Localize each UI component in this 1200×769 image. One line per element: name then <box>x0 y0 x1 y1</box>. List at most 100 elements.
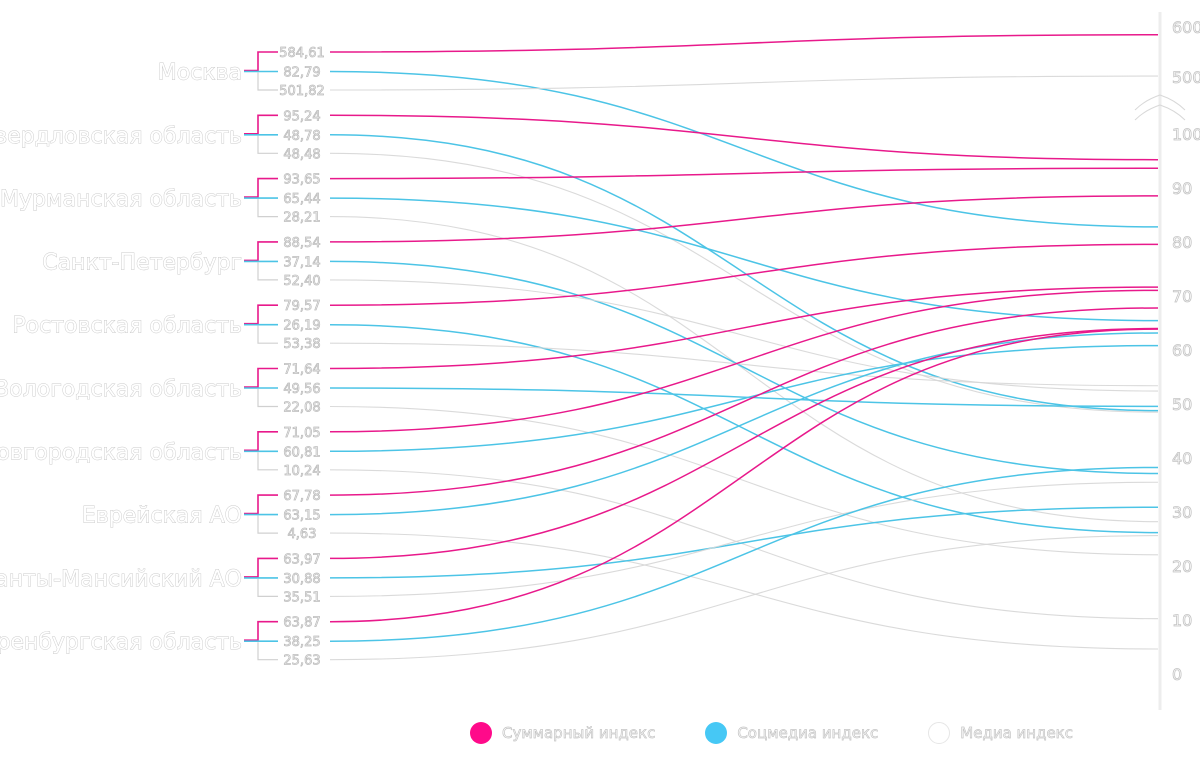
value-label: 25,63 <box>283 654 320 669</box>
value-label: 63,87 <box>283 616 320 631</box>
y-tick-label: 40 <box>1172 449 1192 468</box>
value-label: 22,08 <box>283 401 320 416</box>
bracket-total <box>244 431 278 452</box>
bracket-total <box>244 557 278 578</box>
line-social-0 <box>329 70 1159 228</box>
legend-dot-social-icon <box>705 722 728 744</box>
line-media-9 <box>329 535 1159 661</box>
y-tick-label: 60 <box>1172 341 1192 360</box>
line-media-2 <box>329 216 1159 523</box>
region-label: Новгородская область <box>0 440 242 465</box>
bracket-media <box>257 262 278 281</box>
line-total-8 <box>329 327 1159 560</box>
line-social-3 <box>329 260 1159 475</box>
bracket-total <box>244 620 278 641</box>
line-media-8 <box>329 481 1159 597</box>
line-total-6 <box>329 289 1159 433</box>
region-label: Ростовская область <box>12 314 242 339</box>
bracket-total <box>244 51 278 72</box>
line-media-1 <box>329 152 1159 413</box>
y-tick-label: 100 <box>1172 125 1200 144</box>
y-tick-label: 50 <box>1172 395 1192 414</box>
line-total-3 <box>329 195 1159 243</box>
legend-label: Медиа индекс <box>960 724 1073 743</box>
legend-dot-media-icon <box>928 722 951 744</box>
line-total-5 <box>329 286 1159 370</box>
bracket-media <box>257 199 278 218</box>
line-total-9 <box>329 328 1159 623</box>
value-label: 65,44 <box>283 192 320 207</box>
region-labels: Москва 584,61 82,79 501,82 Свердловская обла… <box>0 46 325 670</box>
legend-item-media[interactable]: Медиа индекс <box>928 722 1073 744</box>
bracket-total <box>244 177 278 198</box>
value-label: 63,97 <box>283 552 320 567</box>
bracket-total <box>244 304 278 325</box>
line-social-4 <box>329 323 1159 534</box>
region-label: Мурманская область <box>0 187 242 212</box>
region-label: Москва <box>158 61 242 86</box>
value-label: 26,19 <box>283 319 320 334</box>
line-social-6 <box>329 344 1159 453</box>
line-media-3 <box>329 279 1159 392</box>
axis-break-mark <box>1134 104 1186 121</box>
value-label: 67,78 <box>283 489 320 504</box>
value-label: 95,24 <box>283 109 320 124</box>
value-label: 48,78 <box>283 129 320 144</box>
legend-item-total[interactable]: Суммарный индекс <box>470 722 656 744</box>
line-total-4 <box>329 243 1159 306</box>
bracket-total <box>244 241 278 262</box>
y-tick-label: 90 <box>1172 179 1192 198</box>
legend-label: Соцмедиа индекс <box>737 724 879 743</box>
line-media-4 <box>329 342 1159 387</box>
legend-dot-total-icon <box>470 722 492 744</box>
value-label: 49,56 <box>283 382 320 397</box>
bracket-media <box>257 515 278 534</box>
value-label: 71,64 <box>283 363 320 378</box>
y-tick-label: 80 <box>1172 233 1192 252</box>
bracket-total <box>244 367 278 388</box>
y-axis: 0 10 20 30 40 50 60 70 80 90 100 500 600 <box>1134 12 1200 710</box>
y-tick-label: 0 <box>1172 665 1182 684</box>
value-label: 79,57 <box>283 299 320 314</box>
line-total-7 <box>329 307 1159 496</box>
y-tick-label: 30 <box>1172 503 1192 522</box>
value-label: 35,51 <box>283 590 320 605</box>
region-label: Ханты-Мансийский АО <box>0 567 242 592</box>
line-social-8 <box>329 506 1159 579</box>
bracket-media <box>257 325 278 344</box>
bracket-total <box>244 114 278 135</box>
line-total-1 <box>329 114 1159 161</box>
legend-item-social[interactable]: Соцмедиа индекс <box>705 722 879 744</box>
value-label: 71,05 <box>283 426 320 441</box>
series-lines <box>329 33 1159 661</box>
value-label: 28,21 <box>283 211 320 226</box>
line-media-5 <box>329 405 1159 556</box>
line-social-9 <box>329 466 1159 642</box>
bracket-total <box>244 494 278 515</box>
region-label: Вологодская область <box>0 377 242 402</box>
line-social-1 <box>329 134 1159 412</box>
bracket-media <box>257 452 278 471</box>
value-label: 30,88 <box>283 572 320 587</box>
line-social-5 <box>329 387 1159 408</box>
axis-break-mark <box>1134 94 1186 111</box>
value-label: 501,82 <box>279 84 325 99</box>
value-label: 10,24 <box>283 464 320 479</box>
value-label: 60,81 <box>283 445 320 460</box>
y-tick-label: 600 <box>1172 18 1200 37</box>
bracket-media <box>257 72 278 91</box>
line-media-7 <box>329 532 1159 650</box>
bracket-media <box>257 642 278 661</box>
region-label: Свердловская область <box>0 124 242 149</box>
value-label: 52,40 <box>283 274 320 289</box>
line-social-2 <box>329 197 1159 322</box>
line-media-6 <box>329 469 1159 620</box>
value-label: 38,25 <box>283 635 320 650</box>
region-label: Оренбургская область <box>0 630 242 655</box>
value-label: 37,14 <box>283 255 320 270</box>
line-total-2 <box>329 167 1159 180</box>
value-label: 63,15 <box>283 509 320 524</box>
value-label: 53,38 <box>283 337 320 352</box>
legend: Суммарный индекс Соцмедиа индекс Медиа и… <box>470 722 1073 744</box>
